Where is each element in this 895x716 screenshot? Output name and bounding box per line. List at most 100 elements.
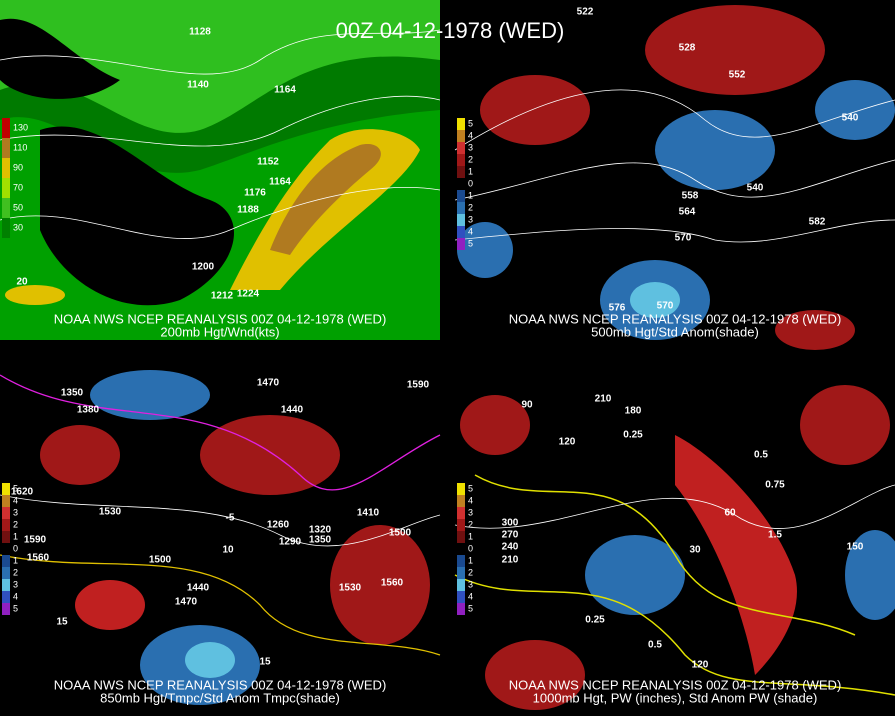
contour-label: 1350 [61, 388, 84, 399]
legend-swatch [457, 567, 465, 579]
legend-swatch [2, 138, 10, 158]
contour-label: 0.5 [754, 450, 768, 461]
contour-label: 1590 [24, 535, 47, 546]
shade [457, 222, 513, 278]
legend-swatch [457, 154, 465, 166]
legend-label: 2 [468, 567, 473, 577]
legend-label: 5 [468, 118, 473, 128]
shade [40, 126, 234, 306]
contour-label: 210 [502, 555, 519, 566]
legend-label: 50 [13, 202, 23, 212]
legend-label: 2 [468, 519, 473, 529]
title: 00Z 04-12-1978 (WED) [336, 18, 565, 43]
shade [585, 535, 685, 615]
caption: NOAA NWS NCEP REANALYSIS 00Z 04-12-1978 … [509, 677, 842, 692]
shade [675, 435, 797, 675]
contour-label: 180 [625, 406, 642, 417]
contour-label: 564 [679, 207, 696, 218]
contour-label: 120 [692, 660, 709, 671]
contour [0, 29, 441, 75]
contour-label: 528 [679, 43, 696, 54]
shade [800, 385, 890, 465]
legend-label: 5 [468, 483, 473, 493]
legend-label: 4 [468, 495, 473, 505]
contour-label: 20 [16, 277, 28, 288]
contour-label: 558 [682, 191, 699, 202]
contour [474, 474, 856, 636]
legend-label: 4 [13, 591, 18, 601]
legend-swatch [2, 158, 10, 178]
contour-label: 1164 [274, 85, 296, 96]
legend-label: 0 [13, 543, 18, 553]
contour-label: 0.75 [765, 480, 785, 491]
legend-label: 0 [468, 178, 473, 188]
caption: 200mb Hgt/Wnd(kts) [160, 324, 279, 339]
contour-label: 90 [521, 400, 533, 411]
legend-label: 90 [13, 162, 23, 172]
contour [454, 89, 895, 151]
shade [775, 310, 855, 350]
shade [655, 110, 775, 190]
legend-label: 0 [468, 543, 473, 553]
caption: 1000mb Hgt, PW (inches), Std Anom PW (sh… [533, 690, 818, 705]
contour-label: 1.5 [768, 530, 782, 541]
legend-swatch [457, 519, 465, 531]
contour-label: 552 [729, 70, 746, 81]
contour-label: 30 [689, 545, 701, 556]
contour-label: 1560 [27, 553, 50, 564]
legend-swatch [2, 495, 10, 507]
legend-swatch [457, 543, 465, 555]
contour-label: 570 [675, 233, 692, 244]
legend-label: 3 [13, 579, 18, 589]
contour-label: 522 [577, 7, 594, 18]
contour-label: 1290 [279, 537, 302, 548]
contour [454, 159, 895, 201]
contour-label: 1224 [237, 289, 260, 300]
caption: NOAA NWS NCEP REANALYSIS 00Z 04-12-1978 … [54, 677, 387, 692]
contour-label: 15 [56, 617, 68, 628]
contour-label: 1128 [189, 27, 211, 38]
legend-label: 110 [13, 142, 27, 152]
legend-label: 1 [13, 531, 18, 541]
caption: NOAA NWS NCEP REANALYSIS 00Z 04-12-1978 … [509, 311, 842, 326]
legend-label: 5 [468, 238, 473, 248]
contour-label: 1164 [269, 177, 291, 188]
contour [454, 574, 895, 696]
shade [270, 144, 381, 255]
legend-swatch [2, 519, 10, 531]
contour [454, 219, 895, 243]
contour-label: 1350 [309, 535, 332, 546]
legend-swatch [457, 118, 465, 130]
contour [454, 484, 895, 529]
shade [40, 425, 120, 485]
shade [75, 580, 145, 630]
contour [0, 187, 441, 239]
legend-swatch [2, 579, 10, 591]
shade [90, 370, 210, 420]
contour-label: 1188 [237, 205, 259, 216]
legend-label: 4 [468, 591, 473, 601]
contour-label: 540 [842, 113, 859, 124]
legend-swatch [2, 178, 10, 198]
caption: 850mb Hgt/Tmpc/Std Anom Tmpc(shade) [100, 690, 340, 705]
legend-swatch [457, 214, 465, 226]
legend-label: 5 [468, 603, 473, 613]
contour [0, 494, 441, 547]
contour [0, 95, 441, 147]
contour-label: 210 [595, 394, 612, 405]
contour-label: 1140 [187, 80, 209, 91]
contour-label: 150 [847, 542, 864, 553]
contour-label: 1560 [381, 578, 404, 589]
legend-label: 1 [468, 555, 473, 565]
contour-label: 270 [502, 530, 519, 541]
legend-swatch [457, 591, 465, 603]
shade [645, 5, 825, 95]
legend-swatch [457, 555, 465, 567]
shade [0, 18, 120, 99]
contour-label: 1380 [77, 405, 100, 416]
caption: 500mb Hgt/Std Anom(shade) [591, 324, 759, 339]
contour-label: 1530 [99, 507, 122, 518]
legend-label: 4 [13, 495, 18, 505]
contour-label: 1620 [11, 487, 34, 498]
